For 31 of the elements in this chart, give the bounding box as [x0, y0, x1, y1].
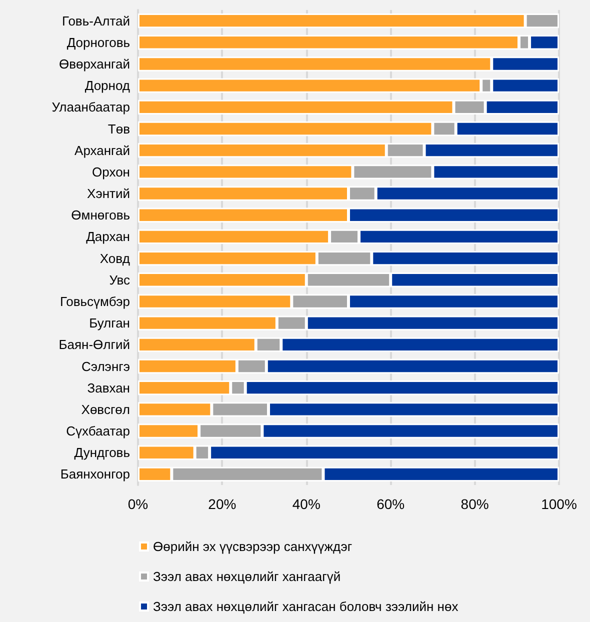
y-tick-label: Хэнтий	[87, 186, 130, 202]
y-tick-label: Баянхонгор	[60, 466, 130, 482]
y-tick-label: Хөвсгөл	[81, 402, 130, 417]
legend-label: Зээл авах нөхцөлийг хангасан боловч зээлийн нөх	[153, 599, 459, 614]
y-tick-label: Увс	[109, 272, 130, 288]
y-tick-label: Дундговь	[74, 445, 130, 460]
y-tick-label: Дархан	[86, 229, 130, 244]
x-tick-label: 100%	[541, 496, 577, 512]
y-tick-label: Дорнод	[84, 78, 130, 94]
y-tick-label: Говь-Алтай	[62, 13, 130, 28]
y-tick-label: Сүхбаатар	[66, 424, 130, 439]
legend-label: Өөрийн эх үүсвэрээр санхүүждэг	[153, 539, 352, 554]
x-tick-label: 40%	[292, 496, 320, 512]
y-tick-label: Дорноговь	[66, 34, 130, 50]
y-tick-label: Улаанбаатар	[52, 100, 130, 115]
y-tick-label: Завхан	[87, 380, 130, 396]
y-tick-label: Говьсүмбэр	[60, 294, 130, 309]
legend-label: Зээл авах нөхцөлийг хангаагүй	[153, 569, 341, 584]
y-tick-label: Өвөрхангай	[58, 56, 130, 72]
y-tick-label: Төв	[108, 121, 130, 136]
y-tick-label: Сэлэнгэ	[81, 358, 130, 374]
x-tick-label: 20%	[208, 496, 236, 512]
x-tick-label: 60%	[376, 496, 405, 512]
y-tick-label: Ховд	[100, 250, 130, 266]
y-tick-label: Архангай	[74, 142, 130, 158]
y-tick-label: Өмнөговь	[71, 208, 130, 223]
x-tick-label: 0%	[128, 496, 148, 512]
y-tick-label: Баян-Өлгий	[58, 337, 130, 352]
y-tick-label: Орхон	[92, 164, 130, 180]
x-tick-label: 80%	[460, 496, 489, 512]
y-tick-label: Булган	[89, 316, 130, 331]
